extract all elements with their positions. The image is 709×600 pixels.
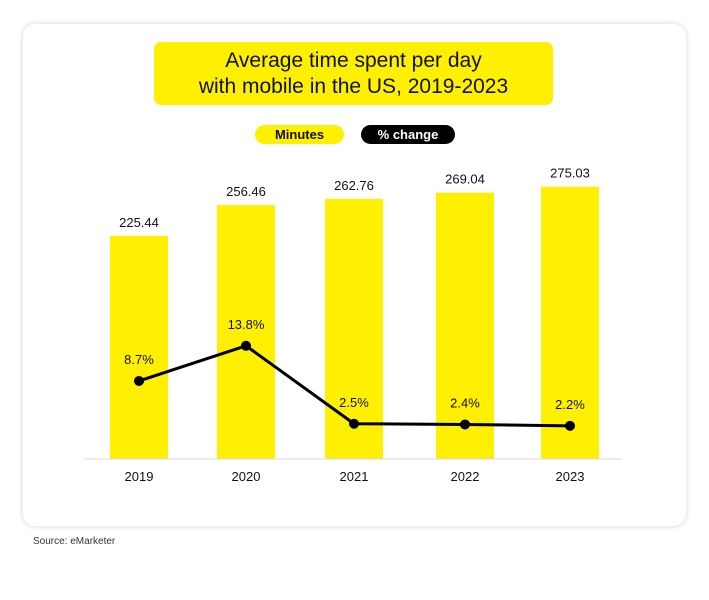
bar-value-label-2021: 262.76 (334, 178, 374, 193)
bar-minutes-2021 (325, 198, 383, 459)
x-tick-label-2022: 2022 (451, 469, 480, 484)
percent-change-label-2022: 2.4% (450, 395, 480, 410)
chart-title: Average time spent per day with mobile i… (154, 42, 553, 105)
x-tick-label-2023: 2023 (556, 469, 585, 484)
chart-title-line-2: with mobile in the US, 2019-2023 (198, 74, 509, 98)
percent-change-point-2023 (565, 420, 575, 431)
bar-value-label-2019: 225.44 (119, 215, 159, 230)
bar-value-label-2020: 256.46 (226, 184, 266, 199)
bar-minutes-2019 (110, 235, 168, 459)
x-tick-label-2019: 2019 (125, 469, 154, 484)
percent-change-point-2021 (349, 418, 359, 429)
legend-percent-change: % change (361, 125, 455, 144)
percent-change-point-2019 (134, 375, 144, 386)
percent-change-point-2020 (241, 340, 251, 351)
bar-minutes-2020 (217, 205, 275, 459)
x-tick-label-2020: 2020 (232, 469, 261, 484)
percent-change-point-2022 (460, 419, 470, 430)
percent-change-label-2019: 8.7% (124, 352, 154, 367)
percent-change-label-2021: 2.5% (339, 395, 369, 410)
percent-change-label-2020: 13.8% (228, 317, 265, 332)
source-note: Source: eMarketer (33, 536, 116, 547)
bar-minutes-2022 (436, 192, 494, 460)
legend-minutes: Minutes (255, 125, 344, 144)
x-tick-label-2021: 2021 (340, 469, 369, 484)
percent-change-label-2023: 2.2% (555, 397, 585, 412)
bar-minutes-2023 (541, 186, 599, 459)
bar-value-label-2022: 269.04 (445, 172, 485, 187)
chart-title-line-1: Average time spent per day (225, 48, 482, 72)
bar-value-label-2023: 275.03 (550, 166, 590, 181)
